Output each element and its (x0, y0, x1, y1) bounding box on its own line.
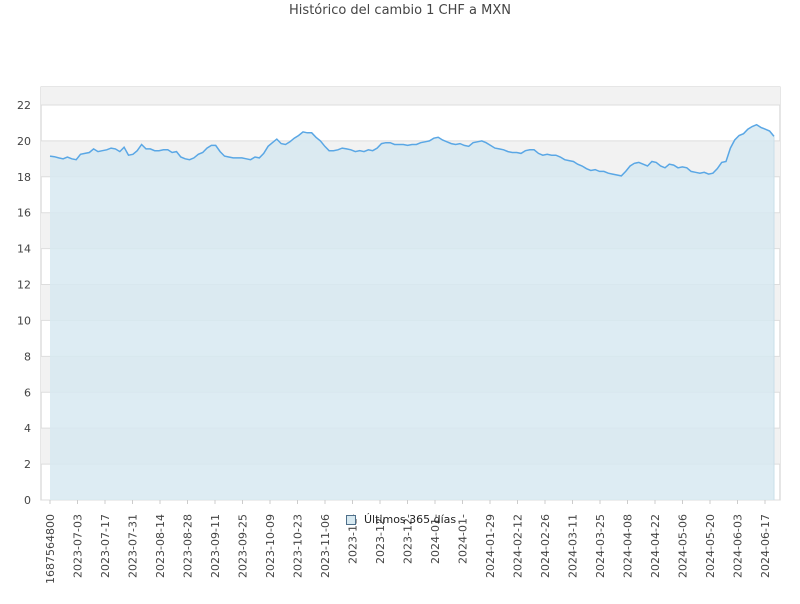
x-tick-label: 2024-01- (457, 514, 470, 564)
x-tick-label: 2023-07-17 (99, 514, 112, 578)
series-area (50, 124, 774, 500)
y-tick-label: 10 (17, 314, 31, 327)
y-tick-label: 6 (24, 386, 31, 399)
x-tick-label: 2023-08-28 (182, 514, 195, 578)
x-tick-label: 1687564800 (44, 514, 57, 584)
grid-band (41, 87, 780, 105)
y-tick-label: 8 (24, 350, 31, 363)
chart-title: Histórico del cambio 1 CHF a MXN (289, 3, 511, 18)
legend-label: Últimos 365 días (364, 513, 457, 526)
x-tick-label: 2024-04-08 (622, 514, 635, 578)
x-tick-label: 2024-06-03 (732, 514, 745, 578)
x-tick-label: 2023-12- (402, 514, 415, 564)
x-tick-label: 2023-11- (347, 514, 360, 564)
y-tick-label: 12 (17, 279, 31, 292)
x-tick-label: 2023-09-11 (209, 514, 222, 578)
x-tick-label: 2023-09-25 (237, 514, 250, 578)
y-tick-label: 14 (17, 243, 31, 256)
x-tick-label: 2023-07-03 (72, 514, 85, 578)
y-tick-label: 20 (17, 135, 31, 148)
x-tick-label: 2023-10-23 (292, 514, 305, 578)
x-tick-label: 2023-07-31 (127, 514, 140, 578)
y-tick-label: 0 (24, 494, 31, 507)
y-tick-label: 2 (24, 458, 31, 471)
x-tick-label: 2023-10-09 (264, 514, 277, 578)
x-tick-label: 2024-06-17 (759, 514, 772, 578)
x-tick-label: 2024-03-11 (567, 514, 580, 578)
x-tick-label: 2024-03-25 (594, 514, 607, 578)
legend-swatch (346, 514, 356, 525)
x-tick-label: 2024-05-06 (677, 514, 690, 578)
legend[interactable]: Últimos 365 días (346, 513, 456, 526)
y-tick-label: 18 (17, 171, 31, 184)
x-tick-label: 2024-02-12 (512, 514, 525, 578)
x-tick-label: 2024-01- (429, 514, 442, 564)
x-tick-label: 2023-08-14 (154, 514, 167, 578)
x-tick-label: 2024-01-29 (484, 514, 497, 578)
x-tick-label: 2023-12- (374, 514, 387, 564)
series-line (49, 123, 775, 177)
x-tick-label: 2024-04-22 (649, 514, 662, 578)
y-tick-label: 22 (17, 99, 31, 112)
x-tick-label: 2023-11-06 (319, 514, 332, 578)
x-tick-label: 2024-05-20 (704, 514, 717, 578)
y-tick-label: 4 (24, 422, 31, 435)
x-tick-label: 2024-02-26 (539, 514, 552, 578)
y-tick-label: 16 (17, 207, 31, 220)
